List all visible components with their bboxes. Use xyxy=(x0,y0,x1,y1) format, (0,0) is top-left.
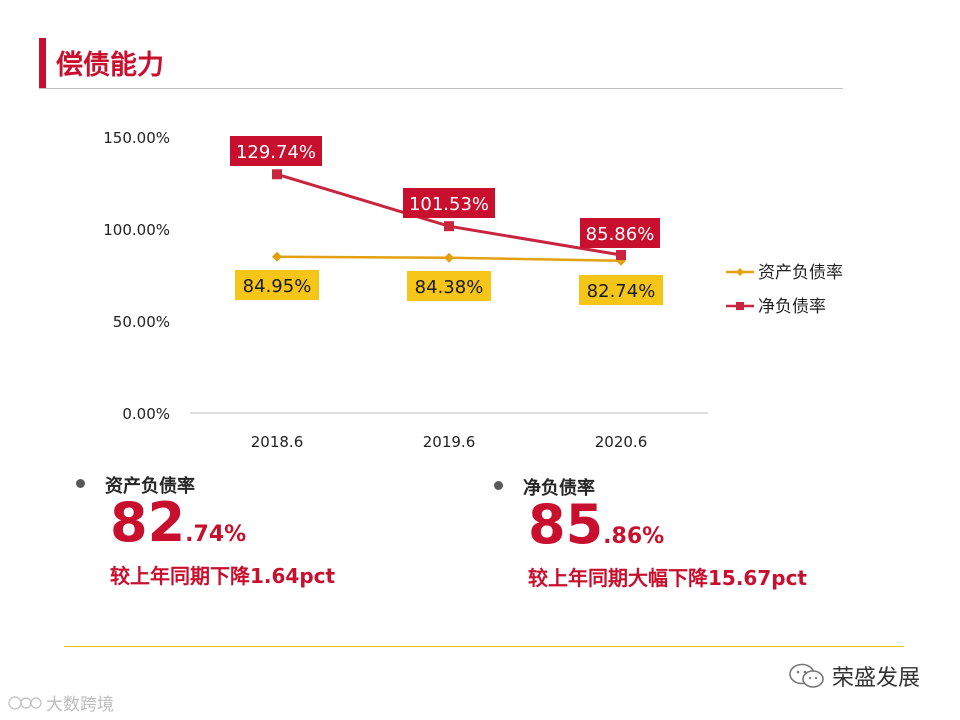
stat-change: 较上年同期下降1.64pct xyxy=(110,564,336,588)
brand-signature: 荣盛发展 xyxy=(788,660,920,692)
legend-label: 资产负债率 xyxy=(758,263,843,283)
stat-value: 85.86% xyxy=(528,498,664,552)
footer-divider xyxy=(64,646,904,647)
data-label-bg xyxy=(403,188,495,218)
data-label-bg xyxy=(230,136,322,166)
watermark-text: 大数跨境 xyxy=(46,695,114,715)
data-point-marker xyxy=(616,255,626,266)
y-tick-label: 0.00% xyxy=(122,405,170,423)
y-tick-label: 100.00% xyxy=(103,221,170,239)
data-label-bg xyxy=(579,275,663,305)
data-label-bg xyxy=(407,271,491,301)
stat-change: 较上年同期大幅下降15.67pct xyxy=(528,566,807,590)
title-divider xyxy=(39,88,843,89)
data-point-marker xyxy=(272,169,282,180)
x-tick-label: 2018.6 xyxy=(251,433,304,451)
stat-value-int: 85 xyxy=(528,493,604,556)
data-label: 85.86% xyxy=(586,224,655,245)
stat-label: 资产负债率 xyxy=(105,476,195,497)
data-point-marker xyxy=(272,251,282,262)
stat-label: 净负债率 xyxy=(523,478,595,499)
wechat-icon xyxy=(789,663,824,688)
data-label-bg xyxy=(235,270,319,300)
stat-value-int: 82 xyxy=(110,491,186,554)
stat-value-dec: .74% xyxy=(185,522,247,547)
title-accent-bar xyxy=(39,38,46,88)
data-label: 129.74% xyxy=(236,142,316,163)
debt-ratio-line-chart: 0.00% 50.00% 100.00% 150.00% 2018.6 2019.6 202… xyxy=(103,129,843,451)
data-label: 84.38% xyxy=(415,277,484,298)
page-title: 偿债能力 xyxy=(56,50,164,81)
bullet-dot xyxy=(494,481,503,490)
data-point-marker xyxy=(444,252,454,263)
data-label: 84.95% xyxy=(243,276,312,297)
data-label: 101.53% xyxy=(409,194,489,215)
y-tick-label: 50.00% xyxy=(113,313,170,331)
legend-label: 净负债率 xyxy=(758,297,826,317)
data-label-bg xyxy=(580,218,660,248)
x-tick-label: 2019.6 xyxy=(423,433,476,451)
bullet-dot xyxy=(76,479,85,488)
data-point-marker xyxy=(616,250,626,261)
data-point-marker xyxy=(444,221,454,232)
watermark: 大数跨境 xyxy=(8,690,114,715)
stat-value-dec: .86% xyxy=(603,524,665,549)
x-tick-label: 2020.6 xyxy=(595,433,648,451)
legend-marker xyxy=(736,268,744,276)
data-label: 82.74% xyxy=(587,281,656,302)
legend-marker xyxy=(736,302,744,310)
stat-value: 82.74% xyxy=(110,496,246,550)
y-tick-label: 150.00% xyxy=(103,129,170,147)
brand-name: 荣盛发展 xyxy=(832,666,921,691)
watermark-logo-icon xyxy=(8,695,42,710)
